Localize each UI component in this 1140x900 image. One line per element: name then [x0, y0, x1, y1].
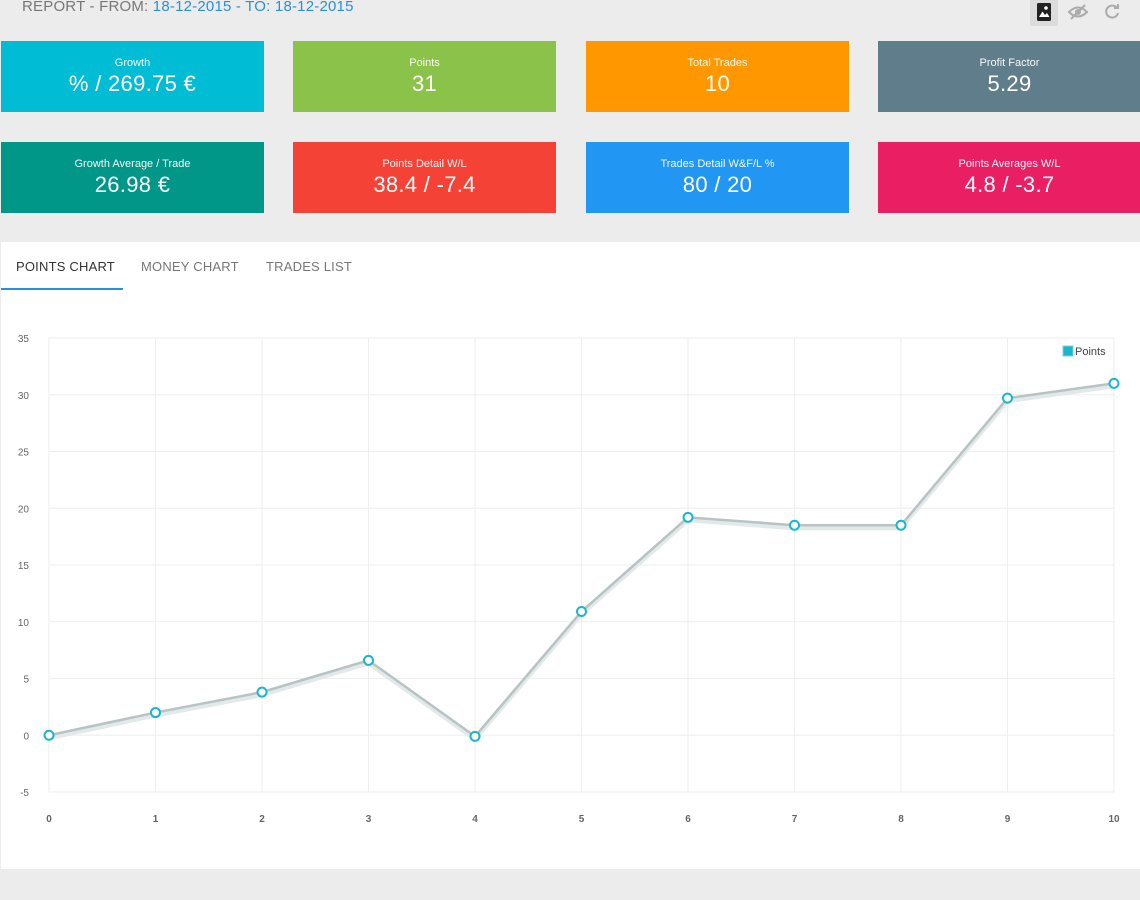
card-points: Points 31 — [293, 41, 556, 112]
card-label: Growth Average / Trade — [74, 158, 191, 170]
card-trades-detail: Trades Detail W&F/L % 80 / 20 — [586, 142, 849, 213]
y-tick-label: 30 — [18, 391, 30, 402]
card-label: Trades Detail W&F/L % — [660, 158, 775, 170]
card-total-trades: Total Trades 10 — [586, 41, 849, 112]
data-point — [576, 606, 587, 618]
tab-money-chart[interactable]: MONEY CHART — [141, 259, 239, 274]
y-tick-label: 5 — [23, 675, 29, 686]
card-label: Points — [409, 57, 440, 69]
card-value: 4.8 / -3.7 — [964, 172, 1055, 197]
card-growth-average: Growth Average / Trade 26.98 € — [1, 142, 264, 213]
to-prefix: - TO: — [235, 0, 271, 15]
chart-tabs: POINTS CHART MONEY CHART TRADES LIST — [1, 242, 1140, 292]
report-header: REPORT - FROM: 18-12-2015 - TO: 18-12-20… — [0, 0, 1140, 30]
card-growth: Growth % / 269.75 € — [1, 41, 264, 112]
x-tick-label: 1 — [153, 814, 159, 825]
card-profit-factor: Profit Factor 5.29 — [878, 41, 1140, 112]
points-chart: 35 30 25 20 15 10 5 0 -5 0 1 2 3 4 5 6 7 8 9 10 Points — [18, 334, 1120, 825]
card-value: 5.29 — [987, 71, 1032, 96]
data-point — [789, 519, 800, 531]
chart-panel: POINTS CHART MONEY CHART TRADES LIST 35 3… — [1, 242, 1140, 869]
stat-cards: Growth % / 269.75 € Points 31 Total Trad… — [0, 0, 1140, 240]
image-button[interactable] — [1030, 0, 1058, 26]
refresh-icon — [1105, 4, 1119, 19]
x-tick-label: 10 — [1108, 814, 1120, 825]
legend-swatch — [1062, 345, 1074, 357]
card-value: 10 — [704, 71, 731, 96]
card-label: Growth — [114, 57, 151, 69]
hide-button[interactable] — [1064, 0, 1092, 26]
x-tick-label: 6 — [685, 814, 691, 825]
y-tick-label: -5 — [20, 788, 29, 799]
x-tick-label: 4 — [472, 814, 478, 825]
card-points-averages: Points Averages W/L 4.8 / -3.7 — [878, 142, 1140, 213]
data-point — [150, 707, 161, 719]
x-tick-label: 2 — [259, 814, 265, 825]
card-value: % / 269.75 € — [68, 71, 197, 96]
y-tick-label: 35 — [18, 334, 30, 345]
x-tick-label: 5 — [579, 814, 585, 825]
card-value: 38.4 / -7.4 — [373, 172, 476, 197]
card-points-detail: Points Detail W/L 38.4 / -7.4 — [293, 142, 556, 213]
data-point — [363, 654, 374, 666]
x-tick-label: 3 — [366, 814, 372, 825]
data-point — [682, 511, 694, 523]
refresh-button[interactable] — [1098, 0, 1126, 26]
active-tab-indicator — [1, 288, 123, 290]
y-tick-label: 20 — [18, 504, 30, 515]
report-title: REPORT - FROM: 18-12-2015 - TO: 18-12-20… — [22, 0, 354, 15]
y-tick-label: 0 — [23, 731, 29, 742]
card-label: Points Detail W/L — [382, 158, 467, 170]
card-value: 80 / 20 — [682, 172, 753, 197]
hide-icon — [1068, 4, 1088, 20]
data-point — [256, 686, 268, 698]
report-prefix: REPORT - FROM: — [22, 0, 149, 15]
from-date[interactable]: 18-12-2015 — [152, 0, 232, 15]
data-point — [1002, 392, 1013, 404]
to-date[interactable]: 18-12-2015 — [274, 0, 354, 15]
data-point — [1108, 377, 1120, 389]
card-value: 31 — [411, 71, 438, 96]
card-value: 26.98 € — [94, 172, 171, 197]
image-icon — [1037, 3, 1051, 21]
x-tick-label: 0 — [46, 814, 52, 825]
card-label: Profit Factor — [979, 57, 1040, 69]
y-tick-label: 10 — [18, 618, 30, 629]
x-tick-label: 9 — [1005, 814, 1011, 825]
tab-trades-list[interactable]: TRADES LIST — [266, 259, 352, 274]
data-point — [469, 730, 481, 742]
card-label: Points Averages W/L — [958, 158, 1061, 170]
legend-label: Points — [1075, 346, 1106, 358]
data-point — [43, 729, 55, 741]
header-tools — [1030, 0, 1126, 26]
tab-points-chart[interactable]: POINTS CHART — [16, 259, 115, 274]
card-label: Total Trades — [687, 57, 748, 69]
y-tick-label: 15 — [18, 561, 30, 572]
data-point — [895, 519, 907, 531]
x-tick-label: 8 — [898, 814, 904, 825]
y-tick-label: 25 — [18, 448, 30, 459]
x-tick-label: 7 — [792, 814, 798, 825]
